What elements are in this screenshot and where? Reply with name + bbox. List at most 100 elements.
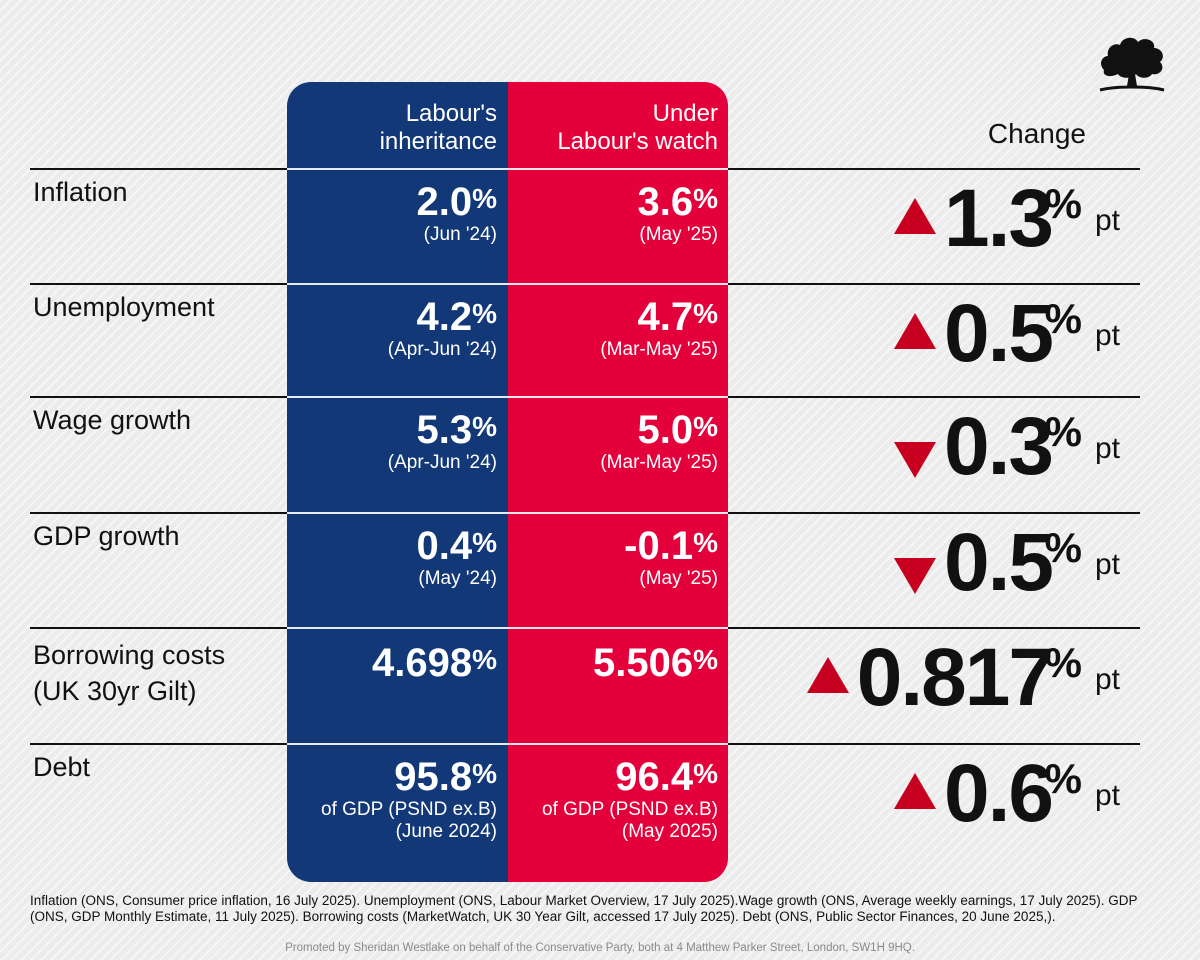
value-period-note: (June 2024) [395, 821, 497, 842]
row-divider [728, 396, 1140, 398]
row-divider [728, 627, 1140, 629]
value-number: 3.6 [637, 180, 694, 224]
row-divider [30, 283, 287, 285]
down-arrow-icon [894, 442, 936, 478]
row-label: GDP growth [33, 518, 180, 554]
column-header-under-labour: Under Labour's watch [557, 100, 718, 155]
under-labour-value: 3.6% (May '25) [518, 180, 718, 246]
value-period-note: (Jun '24) [423, 224, 497, 245]
value-line: 5.506% [518, 641, 718, 685]
change-percent: % [1044, 639, 1082, 686]
row-divider [30, 743, 287, 745]
value-line: 0.4% [297, 524, 497, 568]
row-divider [287, 627, 728, 629]
oak-tree-logo-icon [1099, 37, 1165, 92]
value-percent: % [693, 298, 718, 329]
value-line: 2.0% [297, 180, 497, 224]
under-labour-value: 4.7% (Mar-May '25) [518, 295, 718, 361]
up-arrow-icon [806, 657, 849, 693]
value-period-note: of GDP (PSND ex.B) [321, 799, 497, 820]
change-number: 1.3 [944, 173, 1054, 264]
value-number: 96.4 [615, 755, 694, 799]
row-divider [287, 512, 728, 514]
labour-inheritance-value: 95.8% of GDP (PSND ex.B) (June 2024) [297, 755, 497, 843]
under-labour-value: 5.506% [518, 641, 718, 685]
labour-inheritance-value: 2.0% (Jun '24) [297, 180, 497, 246]
column-header-change: Change [987, 118, 1086, 149]
under-labour-value: -0.1% (May '25) [518, 524, 718, 590]
change-value: 0.3% pt [740, 402, 1130, 502]
value-percent: % [693, 644, 718, 675]
row-divider [728, 512, 1140, 514]
value-period-note: (Apr-Jun '24) [387, 339, 497, 360]
value-line: 3.6% [518, 180, 718, 224]
value-period-note: (Mar-May '25) [600, 452, 718, 473]
row-divider [30, 512, 287, 514]
row-label: Unemployment [33, 289, 215, 325]
value-period-note: (May '25) [639, 224, 718, 245]
value-line: 5.0% [518, 408, 718, 452]
up-arrow-icon [894, 773, 936, 809]
change-number: 0.817 [856, 632, 1054, 723]
change-unit: pt [1094, 548, 1120, 581]
change-value: 1.3% pt [740, 174, 1130, 274]
value-number: 5.506 [592, 641, 694, 685]
value-period-note: (May '24) [418, 568, 497, 589]
value-number: 4.2 [416, 295, 473, 339]
up-arrow-icon [894, 313, 936, 349]
labour-inheritance-value: 4.698% [297, 641, 497, 685]
value-percent: % [693, 758, 718, 789]
change-value: 0.5% pt [740, 518, 1130, 618]
value-number: 4.698 [371, 641, 473, 685]
up-arrow-icon [894, 198, 936, 234]
value-line: -0.1% [518, 524, 718, 568]
change-value: 0.817% pt [740, 633, 1130, 733]
value-period-note: (May 2025) [621, 821, 718, 842]
value-period-note: (Mar-May '25) [600, 339, 718, 360]
labour-inheritance-column [287, 82, 509, 882]
change-unit: pt [1094, 432, 1120, 465]
value-number: 5.3 [416, 408, 473, 452]
under-labour-column [508, 82, 728, 882]
sources-footnote: Inflation (ONS, Consumer price inflation… [30, 893, 1138, 924]
value-percent: % [472, 758, 497, 789]
change-unit: pt [1094, 204, 1120, 237]
row-divider [728, 168, 1140, 170]
value-percent: % [693, 527, 718, 558]
value-period-note: (Apr-Jun '24) [387, 452, 497, 473]
change-unit: pt [1094, 319, 1120, 352]
row-label-line: (UK 30yr Gilt) [33, 676, 197, 706]
value-percent: % [472, 183, 497, 214]
change-unit: pt [1094, 779, 1120, 812]
down-arrow-icon [894, 558, 936, 594]
row-label-line: Inflation [33, 177, 128, 207]
value-period-note: of GDP (PSND ex.B) [542, 799, 718, 820]
change-number: 0.3 [944, 401, 1054, 492]
value-number: 2.0 [416, 180, 473, 224]
change-percent: % [1044, 524, 1082, 571]
change-value: 0.6% pt [740, 749, 1130, 849]
row-divider [728, 283, 1140, 285]
row-divider [287, 396, 728, 398]
value-line: 4.7% [518, 295, 718, 339]
value-number: 95.8 [394, 755, 473, 799]
change-number: 0.5 [944, 517, 1054, 608]
row-divider [728, 743, 1140, 745]
value-line: 96.4% [518, 755, 718, 799]
value-number: 5.0 [637, 408, 694, 452]
row-divider [287, 168, 728, 170]
value-period-note: (May '25) [639, 568, 718, 589]
row-divider [30, 627, 287, 629]
under-labour-value: 96.4% of GDP (PSND ex.B) (May 2025) [518, 755, 718, 843]
row-label: Debt [33, 749, 90, 785]
change-value: 0.5% pt [740, 289, 1130, 389]
row-label-line: Unemployment [33, 292, 215, 322]
value-line: 5.3% [297, 408, 497, 452]
labour-inheritance-value: 0.4% (May '24) [297, 524, 497, 590]
value-percent: % [693, 411, 718, 442]
under-labour-value: 5.0% (Mar-May '25) [518, 408, 718, 474]
labour-inheritance-value: 5.3% (Apr-Jun '24) [297, 408, 497, 474]
value-line: 4.698% [297, 641, 497, 685]
change-unit: pt [1094, 663, 1120, 696]
row-divider [287, 283, 728, 285]
